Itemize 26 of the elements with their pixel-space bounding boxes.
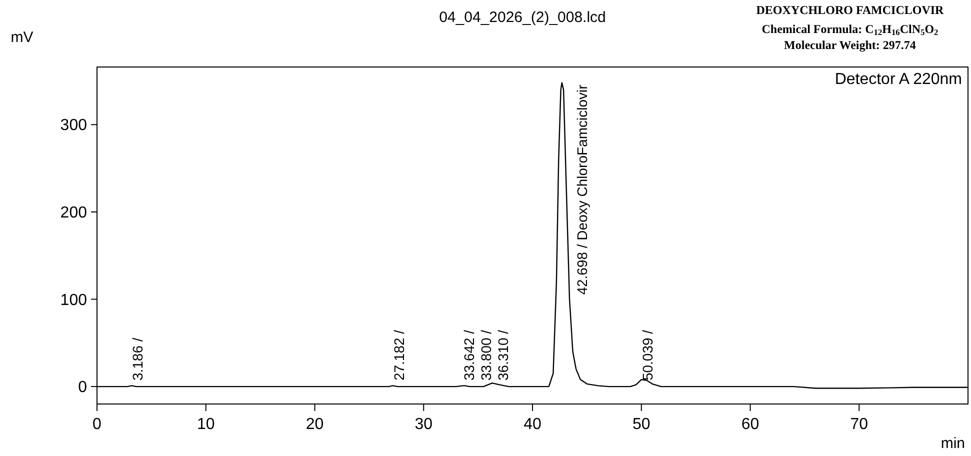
chart-subtitle: DEOXYCHLORO FAMCICLOVIR — [756, 3, 944, 17]
x-tick-label: 60 — [741, 416, 760, 433]
x-axis-title: min — [940, 435, 965, 452]
chart-title: 04_04_2026_(2)_008.lcd — [439, 9, 606, 26]
x-tick-label: 30 — [414, 416, 433, 433]
y-tick-label: 100 — [60, 292, 88, 309]
annotation: 36.310 / — [495, 330, 512, 381]
x-tick-label: 20 — [306, 416, 324, 433]
annotation: 27.182 / — [390, 330, 407, 381]
text: Chemical Formula: C$_{12}$H$_{16}$ClN$_{5}$O$_{2}$ — [762, 22, 938, 37]
y-tick-label: 300 — [60, 117, 88, 134]
annotation: 50.039 / — [640, 330, 656, 381]
x-tick-label: 50 — [632, 416, 650, 433]
x-tick-label: 40 — [524, 416, 542, 433]
y-tick-label: 200 — [60, 204, 88, 222]
annotation: 33.642 / — [461, 330, 478, 381]
y-tick-label: 0 — [78, 379, 88, 396]
y-axis-title: mV — [10, 29, 34, 46]
annotation: 42.698 / Deoxy ChloroFamciclovir — [574, 84, 590, 295]
annotation: 3.186 / — [130, 338, 146, 381]
text: Molecular Weight: 297.74 — [784, 38, 916, 52]
x-tick-label: 10 — [196, 416, 215, 433]
x-tick-label: 70 — [850, 416, 868, 433]
x-tick-label: 0 — [92, 416, 102, 433]
annotation: 33.800 / — [478, 330, 494, 381]
annotation: Detector A 220nm — [834, 71, 962, 88]
